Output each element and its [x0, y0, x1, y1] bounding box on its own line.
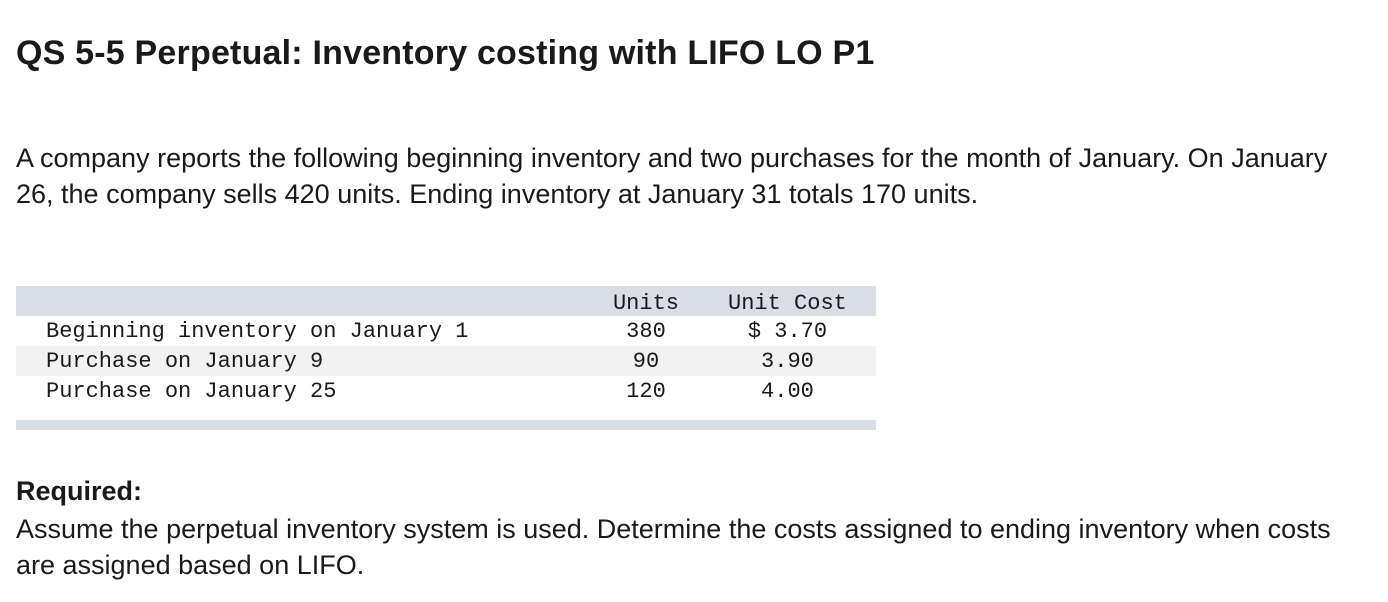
required-label: Required: — [16, 476, 143, 506]
page-title: QS 5-5 Perpetual: Inventory costing with… — [16, 34, 875, 72]
row-description: Purchase on January 25 — [46, 378, 337, 404]
row-description: Purchase on January 9 — [46, 348, 324, 374]
row-units: 90 — [632, 348, 660, 374]
row-units: 120 — [626, 378, 666, 404]
table-row: Purchase on January 25 120 4.00 — [16, 376, 876, 406]
table-header-row: Units Unit Cost — [16, 286, 876, 316]
table-row: Purchase on January 9 90 3.90 — [16, 346, 876, 376]
row-unit-cost: $ 3.70 — [747, 318, 828, 344]
header-unit-cost: Unit Cost — [728, 291, 847, 316]
row-description: Beginning inventory on January 1 — [46, 318, 469, 344]
row-unit-cost: 4.00 — [761, 378, 814, 404]
header-description — [16, 286, 593, 316]
problem-intro: A company reports the following beginnin… — [16, 143, 1328, 209]
row-units: 380 — [626, 318, 666, 344]
required-text: Assume the perpetual inventory system is… — [16, 514, 1331, 580]
table-row: Beginning inventory on January 1 380 $ 3… — [16, 316, 876, 346]
header-units: Units — [612, 291, 679, 316]
row-unit-cost: 3.90 — [761, 348, 814, 374]
inventory-table: Units Unit Cost Beginning inventory on J… — [16, 286, 876, 406]
table-footer-bar — [16, 420, 876, 430]
